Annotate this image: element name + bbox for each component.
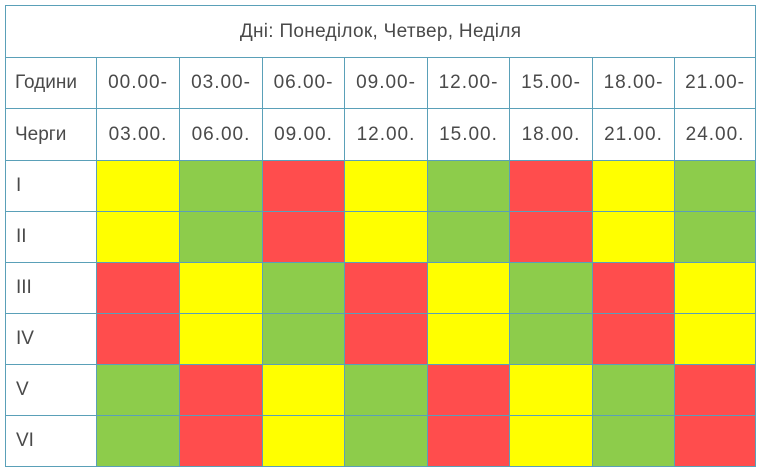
time-end-cell: 06.00. [179,108,263,161]
time-end-cell: 12.00. [344,108,428,161]
time-end-cell: 09.00. [262,108,345,161]
time-start-cell: 00.00- [96,57,180,109]
queue-row: V [5,364,757,416]
queue-label: VI [5,415,97,467]
status-cell-red [592,262,675,314]
status-cell-green [673,160,757,212]
queue-label: V [5,364,97,416]
time-end-cell: 21.00. [592,108,675,161]
status-cell-red [673,364,757,416]
status-cell-green [427,211,510,263]
queue-row: III [5,262,757,314]
time-start-cell: 15.00- [509,57,593,109]
queue-row: I [5,160,757,212]
days-title: Дні: Понеділок, Четвер, Неділя [4,5,757,58]
queue-label: II [5,211,97,263]
time-start-cell: 06.00- [262,57,345,109]
status-cell-green [344,364,428,416]
status-cell-green [427,160,510,212]
status-cell-red [509,160,593,212]
time-end-cell: 18.00. [509,108,593,161]
time-start-cell: 09.00- [344,57,428,109]
status-cell-green [509,313,593,365]
time-end-cell: 24.00. [673,108,757,161]
status-cell-yellow [96,211,180,263]
status-cell-green [96,415,180,467]
time-start-cell: 03.00- [179,57,263,109]
queue-label: I [5,160,97,212]
status-cell-yellow [427,262,510,314]
status-cell-red [344,262,428,314]
queue-row: VI [5,415,757,467]
status-cell-green [262,262,345,314]
status-cell-red [96,313,180,365]
queues-label: Черги [5,108,97,161]
queue-label: IV [5,313,97,365]
queue-row: IV [5,313,757,365]
time-end-cell: 03.00. [96,108,180,161]
status-cell-green [96,364,180,416]
status-cell-yellow [509,364,593,416]
status-cell-red [673,415,757,467]
status-cell-yellow [96,160,180,212]
status-cell-red [592,313,675,365]
time-end-cell: 15.00. [427,108,510,161]
status-cell-red [509,211,593,263]
time-start-cell: 21.00- [673,57,757,109]
status-cell-red [179,415,263,467]
status-cell-green [592,364,675,416]
status-cell-yellow [673,313,757,365]
status-cell-red [262,211,345,263]
status-cell-red [179,364,263,416]
status-cell-green [262,313,345,365]
status-cell-green [179,160,263,212]
status-cell-green [592,415,675,467]
status-cell-green [179,211,263,263]
status-cell-yellow [179,313,263,365]
status-cell-yellow [427,313,510,365]
queue-row: II [5,211,757,263]
queue-label: III [5,262,97,314]
status-cell-red [427,364,510,416]
status-cell-yellow [509,415,593,467]
status-cell-green [509,262,593,314]
status-cell-green [344,415,428,467]
hours-label: Години [5,57,97,109]
status-cell-yellow [592,160,675,212]
status-cell-yellow [592,211,675,263]
status-cell-red [262,160,345,212]
outage-schedule-table: Дні: Понеділок, Четвер, Неділя Години 00… [4,5,757,467]
status-cell-yellow [179,262,263,314]
status-cell-green [673,211,757,263]
status-cell-yellow [344,211,428,263]
time-start-cell: 18.00- [592,57,675,109]
status-cell-red [96,262,180,314]
status-cell-red [427,415,510,467]
status-cell-yellow [262,415,345,467]
status-cell-yellow [344,160,428,212]
status-cell-yellow [262,364,345,416]
status-cell-yellow [673,262,757,314]
status-cell-red [344,313,428,365]
time-start-cell: 12.00- [427,57,510,109]
